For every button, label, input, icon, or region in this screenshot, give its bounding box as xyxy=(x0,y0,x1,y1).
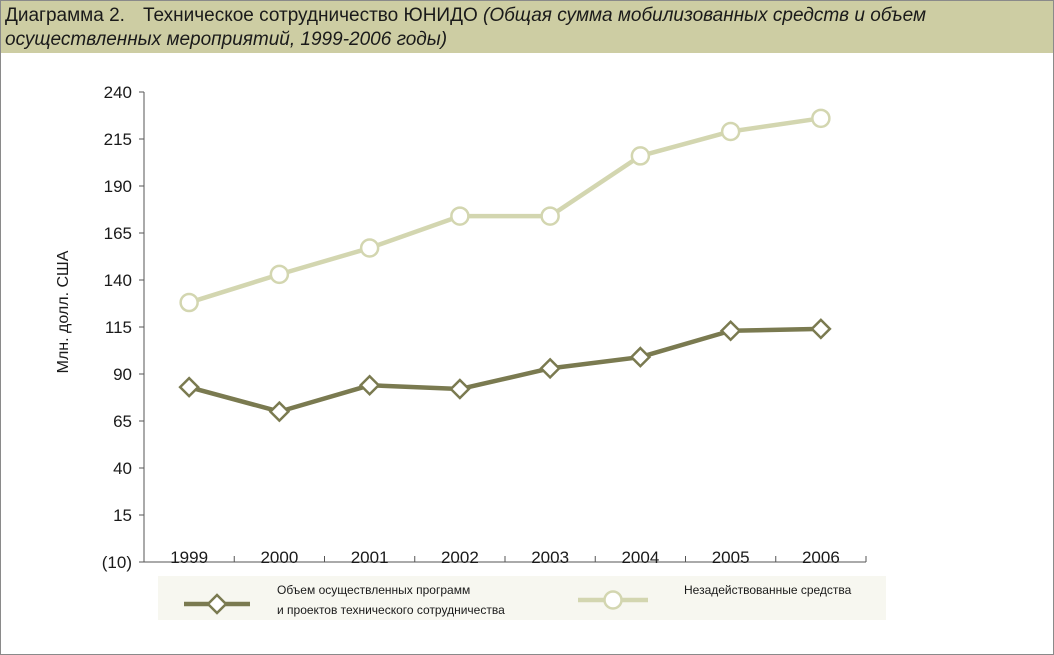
x-tick-label: 2002 xyxy=(441,548,479,567)
legend-label-implemented: Объем осуществленных программ xyxy=(277,583,470,597)
x-tick-label: 2004 xyxy=(621,548,659,567)
y-tick-label: 190 xyxy=(104,177,132,196)
data-point-unutilized xyxy=(359,238,380,258)
x-tick-label: 2000 xyxy=(260,548,298,567)
y-tick-label: 15 xyxy=(113,506,132,525)
data-point-implemented xyxy=(449,378,471,400)
y-tick-label: 90 xyxy=(113,365,132,384)
data-point-unutilized xyxy=(269,264,290,285)
data-point-unutilized xyxy=(720,121,741,142)
y-axis-title: Млн. долл. США xyxy=(55,250,72,373)
data-point-implemented xyxy=(539,357,561,380)
y-tick-label: 140 xyxy=(104,271,132,290)
legend-background xyxy=(158,576,886,620)
data-point-implemented xyxy=(719,319,742,342)
figure-number: Диаграмма 2. xyxy=(5,5,125,26)
x-tick-label: 2003 xyxy=(531,548,569,567)
series-line-implemented xyxy=(186,326,824,414)
y-tick-label: 115 xyxy=(105,318,132,337)
x-tick-label: 2001 xyxy=(351,548,389,567)
x-tick-label: 1999 xyxy=(170,548,208,567)
y-tick-label: 40 xyxy=(113,459,132,478)
y-tick-label: (10) xyxy=(102,553,132,572)
data-point-unutilized xyxy=(179,292,199,313)
y-tick-label: 240 xyxy=(104,83,132,102)
x-tick-label: 2006 xyxy=(802,548,840,567)
legend-marker-implemented xyxy=(206,593,228,615)
data-point-unutilized xyxy=(450,206,470,226)
y-tick-label: 65 xyxy=(113,412,132,431)
data-point-implemented xyxy=(358,374,381,397)
x-tick-label: 2005 xyxy=(712,548,750,567)
data-point-unutilized xyxy=(811,108,831,129)
legend-label-implemented: и проектов технического сотрудничества xyxy=(277,603,505,617)
figure-main-title: Техническое сотрудничество ЮНИДО xyxy=(142,5,478,26)
y-tick-label: 215 xyxy=(104,130,132,149)
data-point-implemented xyxy=(268,400,291,423)
chart-title: Диаграмма 2. Техническое сотрудничество Ю… xyxy=(5,4,1051,52)
legend-label-unutilized: Незадействованные средства xyxy=(684,583,852,597)
data-point-implemented xyxy=(178,376,200,398)
data-point-implemented xyxy=(629,346,652,368)
data-point-unutilized xyxy=(540,206,560,226)
legend-marker-unutilized xyxy=(603,590,623,610)
figure-subtitle: (Общая сумма мобилизованных средств и об… xyxy=(5,5,927,50)
data-point-unutilized xyxy=(630,146,651,166)
series-line-unutilized xyxy=(186,116,824,305)
y-tick-label: 165 xyxy=(104,224,132,243)
title-bar: Диаграмма 2. Техническое сотрудничество Ю… xyxy=(1,1,1053,53)
data-point-implemented xyxy=(810,318,832,340)
